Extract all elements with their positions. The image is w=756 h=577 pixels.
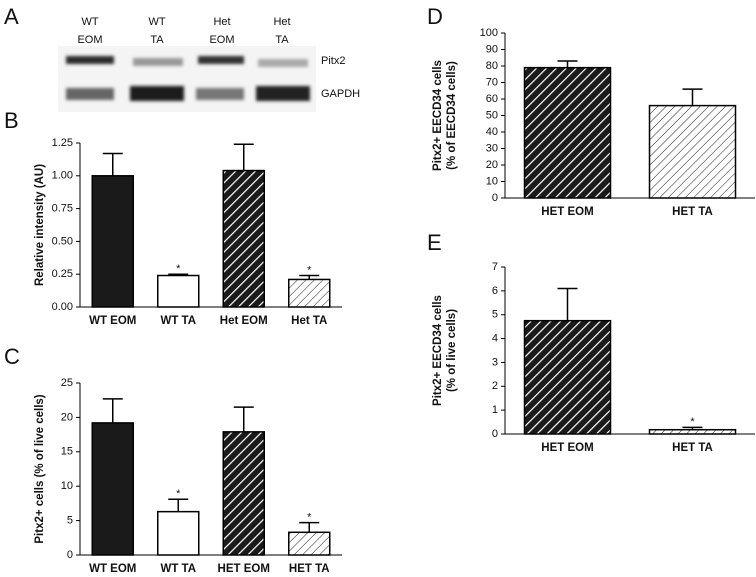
y-tick-label: 70 xyxy=(486,76,498,88)
lane-label: WT xyxy=(148,16,165,28)
y-axis-label: (% of live cells) xyxy=(446,309,458,392)
x-tick-label: HET EOM xyxy=(541,206,593,218)
lane-label: EOM xyxy=(77,34,102,46)
band-label: GAPDH xyxy=(321,88,360,100)
y-tick-label: 0.25 xyxy=(52,268,73,280)
panel-letter: B xyxy=(4,108,19,133)
lane-label: TA xyxy=(275,34,289,46)
y-tick-label: 7 xyxy=(492,261,498,273)
y-tick-label: 30 xyxy=(486,142,498,154)
y-tick-label: 0 xyxy=(67,549,73,561)
lane-label: TA xyxy=(150,34,164,46)
bar xyxy=(648,104,737,199)
lane-label: WT xyxy=(81,16,98,28)
lane-label: Het xyxy=(213,16,230,28)
panel-letter: E xyxy=(427,230,442,255)
y-tick-label: 90 xyxy=(486,43,498,55)
y-tick-label: 0 xyxy=(492,192,498,204)
y-tick-label: 80 xyxy=(486,60,498,72)
x-tick-label: WT TA xyxy=(160,315,196,327)
y-tick-label: 2 xyxy=(492,380,498,392)
y-tick-label: 1 xyxy=(492,404,498,416)
lane-label: Het xyxy=(273,16,290,28)
bar xyxy=(157,510,200,556)
x-tick-label: HET TA xyxy=(289,563,330,575)
x-tick-label: WT EOM xyxy=(89,563,136,575)
y-tick-label: 0.00 xyxy=(52,301,73,313)
bar xyxy=(91,175,134,308)
band-label: Pitx2 xyxy=(321,55,345,67)
y-tick-label: 20 xyxy=(486,159,498,171)
y-tick-label: 10 xyxy=(486,175,498,187)
bar xyxy=(222,431,265,556)
y-tick-label: 1.00 xyxy=(52,170,73,182)
bar xyxy=(523,319,612,435)
y-axis-label: (% of EECD34 cells) xyxy=(446,61,458,170)
y-tick-label: 10 xyxy=(61,480,73,492)
panel-letter: D xyxy=(427,4,443,29)
y-tick-label: 25 xyxy=(61,377,73,389)
bar xyxy=(288,531,331,556)
bar xyxy=(288,278,331,308)
y-tick-label: 0.75 xyxy=(52,203,73,215)
blot-image xyxy=(58,46,316,112)
y-axis-label: Pitx2+ EECD34 cells xyxy=(432,295,444,406)
y-tick-label: 3 xyxy=(492,356,498,368)
y-tick-label: 100 xyxy=(480,27,498,39)
y-tick-label: 20 xyxy=(61,411,73,423)
x-tick-label: HET TA xyxy=(672,442,713,454)
lane-label: EOM xyxy=(209,34,234,46)
y-tick-label: 60 xyxy=(486,93,498,105)
bar xyxy=(157,274,200,308)
y-tick-label: 15 xyxy=(61,446,73,458)
y-tick-label: 0 xyxy=(492,428,498,440)
y-axis-label: Relative intensity (AU) xyxy=(34,164,46,286)
x-tick-label: Het EOM xyxy=(220,315,268,327)
bar xyxy=(91,422,134,556)
x-tick-label: HET TA xyxy=(672,206,713,218)
significance-marker: * xyxy=(307,512,312,524)
y-tick-label: 1.25 xyxy=(52,137,73,149)
y-tick-label: 0.50 xyxy=(52,235,73,247)
y-axis-label: Pitx2+ EECD34 cells xyxy=(432,60,444,171)
bar xyxy=(648,428,737,435)
x-tick-label: WT TA xyxy=(160,563,196,575)
significance-marker: * xyxy=(307,264,312,276)
panel-letter: A xyxy=(4,4,19,29)
panel-letter: C xyxy=(4,344,20,369)
bar xyxy=(523,66,612,199)
y-tick-label: 4 xyxy=(492,332,498,344)
y-tick-label: 6 xyxy=(492,285,498,297)
x-tick-label: HET EOM xyxy=(541,442,593,454)
y-axis-label: Pitx2+ cells (% of live cells) xyxy=(34,394,46,543)
x-tick-label: Het TA xyxy=(291,315,327,327)
x-tick-label: HET EOM xyxy=(218,563,270,575)
bar xyxy=(222,169,265,308)
y-tick-label: 40 xyxy=(486,126,498,138)
significance-marker: * xyxy=(176,263,181,275)
significance-marker: * xyxy=(176,488,181,500)
x-tick-label: WT EOM xyxy=(89,315,136,327)
y-tick-label: 5 xyxy=(492,309,498,321)
y-tick-label: 50 xyxy=(486,109,498,121)
y-tick-label: 5 xyxy=(67,515,73,527)
significance-marker: * xyxy=(690,416,695,428)
